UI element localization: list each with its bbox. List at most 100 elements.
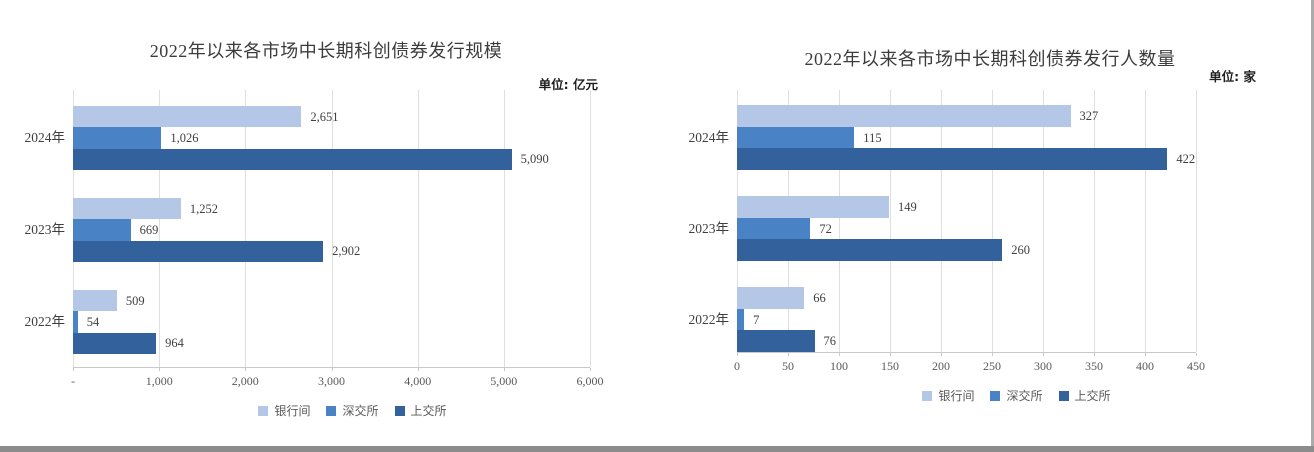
page-bottom-edge [0, 446, 1314, 452]
bar-value-label: 327 [1079, 108, 1099, 123]
legend-swatch [1058, 390, 1069, 401]
gridline [1094, 90, 1095, 352]
x-tick-mark [245, 368, 247, 371]
legend-item: 上交所 [1058, 387, 1111, 404]
legend: 银行间 深交所 上交所 [737, 387, 1296, 404]
bar-value-label: 5,090 [520, 152, 549, 167]
gridline [1043, 90, 1044, 352]
unit-label: 单位: 家 [1209, 69, 1256, 84]
bar-value-label: 54 [86, 315, 100, 329]
bar [737, 105, 1071, 127]
page-right-edge [1311, 0, 1314, 446]
legend-swatch [394, 405, 405, 416]
gridline [503, 90, 505, 367]
x-tick-mark [788, 353, 789, 356]
legend-item: 深交所 [990, 387, 1043, 404]
unit-label: 单位: 亿元 [538, 77, 598, 92]
bar [73, 311, 78, 333]
bar-value-label: 964 [165, 336, 184, 351]
bar [73, 106, 302, 128]
legend-swatch [326, 405, 337, 416]
gridline [159, 90, 161, 367]
x-tick-label: 450 [1187, 359, 1205, 373]
legend-label: 银行间 [938, 389, 975, 403]
legend-item: 银行间 [258, 402, 310, 419]
bar [737, 126, 855, 149]
bar [737, 287, 805, 309]
bar [737, 330, 815, 352]
chart-issuance-scale: 2022年以来各市场中长期科创债券发行规模 单位: 亿元 2024年 2,651 1… [20, 28, 632, 419]
bar-value-label: 115 [863, 130, 882, 145]
x-tick-label: 0 [734, 359, 740, 373]
x-tick-label: 50 [782, 359, 794, 373]
bar [73, 290, 117, 312]
x-tick-mark [590, 368, 591, 371]
x-tick-label: 3,000 [318, 374, 345, 388]
legend-swatch [922, 390, 933, 401]
x-tick-label: 1,000 [145, 374, 173, 388]
legend-swatch [990, 390, 1001, 401]
x-tick-mark [890, 353, 891, 356]
legend-item: 深交所 [326, 402, 379, 419]
legend: 银行间 深交所 上交所 [73, 402, 632, 419]
x-tick-mark [1094, 353, 1095, 356]
bar [73, 332, 157, 354]
bar [73, 198, 181, 220]
x-tick-label: 400 [1136, 359, 1154, 373]
gridline [417, 90, 419, 367]
x-tick-mark [1196, 353, 1197, 356]
legend-label: 上交所 [410, 404, 447, 418]
bar-value-label: 2,651 [310, 109, 339, 124]
bar [737, 217, 811, 240]
x-tick-mark [331, 368, 333, 371]
bar-value-label: 509 [125, 293, 145, 308]
bar-value-label: 260 [1011, 243, 1030, 258]
chart-issuer-count: 2022年以来各市场中长期科创债券发行人数量 单位: 家 2024年 327 115… [684, 28, 1296, 404]
bar [73, 219, 131, 241]
x-tick-label: 6,000 [576, 374, 604, 388]
chart-title: 2022年以来各市场中长期科创债券发行规模 [149, 41, 503, 61]
bar-value-label: 1,026 [170, 131, 199, 145]
x-tick-label: 100 [830, 359, 848, 373]
x-tick-label: - [71, 374, 75, 388]
legend-label: 上交所 [1074, 389, 1111, 403]
legend-item: 银行间 [922, 387, 974, 404]
gridline [890, 90, 891, 352]
x-tick-mark [737, 353, 738, 356]
x-tick-mark [503, 368, 505, 371]
category-label: 2024年 [24, 130, 66, 145]
legend-label: 深交所 [1006, 389, 1043, 403]
x-axis: 0 50 100 150 200 250 300 350 400 450 [734, 352, 1205, 379]
x-tick-label: 2,000 [231, 374, 259, 388]
gridline [992, 90, 993, 352]
chart-title: 2022年以来各市场中长期科创债券发行人数量 [804, 49, 1176, 69]
category-label: 2022年 [24, 314, 66, 329]
bar-value-label: 1,252 [189, 201, 219, 216]
x-tick-mark [159, 368, 161, 371]
legend-item: 上交所 [394, 402, 447, 419]
gridline [941, 90, 942, 352]
gridline [245, 90, 247, 367]
gridline [590, 90, 591, 367]
x-tick-mark [73, 368, 74, 371]
x-tick-mark [941, 353, 942, 356]
x-tick-label: 5,000 [490, 374, 518, 388]
bar-value-label: 2,902 [332, 244, 361, 259]
x-tick-label: 300 [1034, 359, 1052, 373]
gridline [1196, 90, 1197, 352]
category-label: 2023年 [688, 220, 730, 236]
bar-value-label: 669 [139, 223, 159, 237]
bar [73, 148, 512, 170]
bar-value-label: 7 [753, 312, 760, 327]
plot-area: 2024年 327 115 422 2023年 149 72 260 2022年 66 7 76 [689, 90, 1197, 352]
x-tick-mark [1043, 353, 1044, 356]
bar-value-label: 72 [819, 221, 832, 236]
x-tick-label: 200 [932, 359, 950, 373]
x-tick-mark [1145, 353, 1146, 356]
category-label: 2024年 [688, 129, 730, 145]
gridline [331, 90, 333, 367]
x-tick-label: 4,000 [404, 374, 432, 388]
bar [737, 239, 1003, 261]
bar [737, 148, 1168, 170]
bar-value-label: 66 [813, 290, 826, 305]
